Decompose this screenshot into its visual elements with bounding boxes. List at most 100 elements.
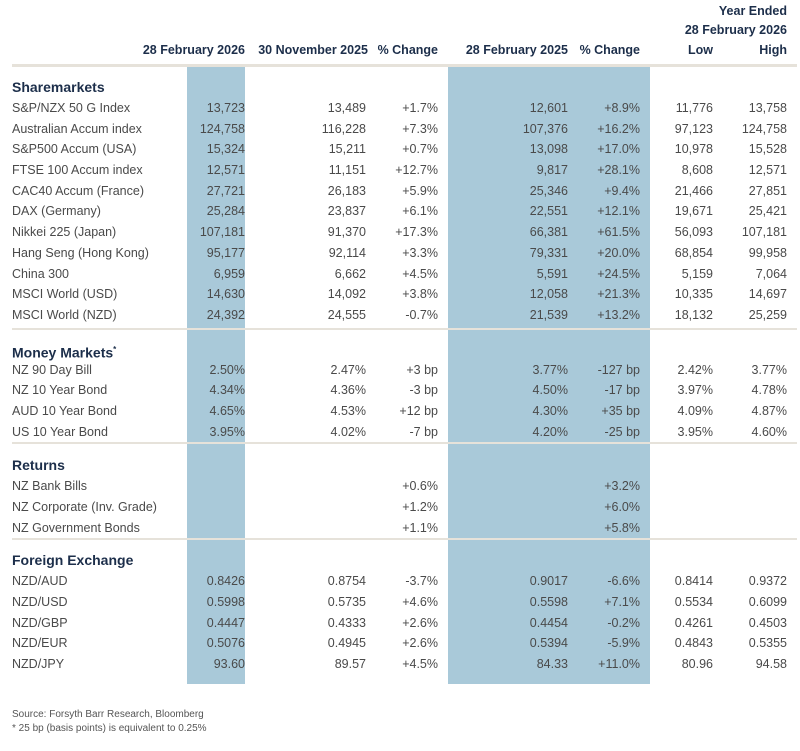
row-label: MSCI World (USD) [12, 287, 118, 302]
col-nov-2025-cell: 0.5735 [327, 595, 366, 610]
col-change-12m-cell: -17 bp [604, 383, 640, 398]
footnote-marker: * [113, 344, 117, 354]
col-low-cell: 4.09% [677, 403, 713, 418]
col-feb-2026-cell: 2.50% [209, 362, 245, 377]
col-high-cell: 25,259 [748, 307, 787, 322]
col-feb-2025-cell: 21,539 [529, 307, 568, 322]
row-label: NZD/AUD [12, 574, 68, 589]
col-low-cell: 56,093 [674, 225, 713, 240]
col-high-cell: 3.77% [751, 362, 787, 377]
col-feb-2026-cell [185, 476, 245, 497]
col-change-12m-cell: -6.6% [607, 574, 640, 589]
row-label: NZ Bank Bills [12, 479, 88, 494]
col-change-3m-cell: +7.3% [402, 121, 438, 136]
col-change-12m-cell: +12.1% [597, 204, 640, 219]
col-low-cell: 0.8414 [674, 574, 713, 589]
section-title: Returns [12, 457, 65, 474]
col-low-cell [640, 497, 713, 518]
row-label: Hang Seng (Hong Kong) [12, 245, 149, 260]
col-change-3m-cell: +2.6% [402, 615, 438, 630]
col-feb-2025-cell [438, 518, 568, 539]
col-low-cell: 11,776 [675, 101, 713, 115]
col-feb-2025-cell: 12,601 [529, 101, 568, 115]
col-feb-2026-cell: 93.60 [213, 657, 245, 672]
col-change-12m-cell: +11.0% [598, 657, 640, 672]
col-change-12m-cell: +17.0% [597, 142, 640, 157]
col-feb-2026-cell: 107,181 [199, 225, 245, 240]
col-feb-2025-cell [438, 476, 568, 497]
table-row: AUD 10 Year Bond 4.65% 4.53% +12 bp 4.30% +35… [12, 401, 787, 422]
col-feb-2026-cell: 3.95% [209, 424, 245, 439]
col-feb-2026-cell: 0.8426 [206, 574, 245, 589]
col-low-cell [640, 518, 713, 539]
row-label: China 300 [12, 266, 69, 281]
table-row: S&P/NZX 50 G Index 13,723 13,489 +1.7% 12,60… [12, 98, 787, 119]
col-high-cell: 12,571 [748, 163, 787, 178]
col-high-cell [713, 476, 787, 497]
col-change-12m-cell: +20.0% [597, 245, 640, 260]
col-feb-2025-cell: 3.77% [532, 362, 568, 377]
row-label: NZD/JPY [12, 657, 65, 672]
label-header [12, 40, 112, 60]
section-heading: Money Markets* [12, 339, 800, 360]
row-label: S&P500 Accum (USA) [12, 142, 137, 157]
col-change-3m-cell: +4.6% [402, 595, 438, 610]
row-label: CAC40 Accum (France) [12, 183, 144, 198]
col-change-3m-cell: +6.1% [402, 204, 438, 219]
table-body: Sharemarkets S&P/NZX 50 G Index 13,723 13,4… [0, 67, 800, 684]
col-change-3m-cell: +12 bp [399, 403, 438, 418]
col-feb-2025-cell: 107,376 [522, 121, 568, 136]
col-high-cell: 4.60% [751, 424, 787, 439]
section-title: Money Markets [12, 344, 114, 361]
col-high-cell: 14,697 [748, 287, 787, 302]
col-feb-2025-cell: 5,591 [536, 266, 568, 281]
col-high-cell: 94.58 [755, 657, 787, 672]
col-low-cell: 10,335 [674, 287, 713, 302]
col-change-3m-cell: +2.6% [402, 636, 438, 651]
section-title: Sharemarkets [12, 79, 105, 95]
col-nov-2025-cell: 23,837 [327, 204, 366, 219]
row-label: MSCI World (NZD) [12, 307, 117, 322]
table-row: Australian Accum index 124,758 116,228 +7.3… [12, 119, 787, 140]
col-high-cell [713, 518, 787, 539]
section-heading: Sharemarkets [12, 77, 800, 98]
col-feb-2026-cell [185, 497, 245, 518]
table-row: China 300 6,959 6,662 +4.5% 5,591 +24.5% 5,159… [12, 264, 787, 285]
col-change-3m-cell: +4.5% [402, 266, 438, 281]
section-divider [12, 442, 797, 445]
col-nov-2025-cell: 0.4333 [327, 615, 366, 630]
table-row: NZD/AUD 0.8426 0.8754 -3.7% 0.9017 -6.6% 0.841… [12, 571, 787, 592]
table-header: Year Ended 28 February 2026 28 February … [0, 0, 800, 64]
col-feb-2025-cell: 66,381 [529, 225, 568, 240]
col-nov-2025-cell [245, 518, 366, 539]
section-foreign-exchange: Foreign Exchange NZD/AUD 0.8426 0.8754 -3.7%… [0, 540, 800, 683]
col-change-3m-cell: -7 bp [409, 424, 439, 439]
section-returns: Returns NZ Bank Bills +0.6% +3.2% NZ Corpora… [0, 444, 800, 538]
col-feb-2026-cell: 15,324 [206, 142, 245, 157]
year-ended-label: Year Ended [718, 4, 787, 18]
col-nov-2025-cell [245, 476, 366, 497]
table-row: NZ 90 Day Bill 2.50% 2.47% +3 bp 3.77% -127 b… [12, 360, 787, 381]
highlight-column-feb-2025 [448, 66, 650, 684]
table-row: S&P500 Accum (USA) 15,324 15,211 +0.7% 13,09… [12, 139, 787, 160]
col-low-cell: 0.4261 [674, 615, 713, 630]
col-change-12m-cell: +61.5% [597, 225, 640, 240]
col-change-12m-cell: +13.2% [597, 307, 640, 322]
col-change-3m-cell: +0.6% [402, 479, 438, 494]
col-low-cell: 3.97% [677, 383, 713, 398]
table-row: NZD/JPY 93.60 89.57 +4.5% 84.33 +11.0% 80.96 94… [12, 654, 787, 675]
col-feb-2026-cell [185, 518, 245, 539]
col-low-cell: 21,466 [674, 183, 713, 198]
col-high-cell: 99,958 [748, 245, 787, 260]
col-high-cell: 13,758 [748, 101, 787, 115]
col-nov-2025-cell: 13,489 [327, 101, 366, 115]
col-change-12m-cell: +3.2% [604, 479, 640, 494]
row-label: S&P/NZX 50 G Index [12, 101, 131, 115]
col-low-cell: 0.5534 [674, 595, 713, 610]
table-row: MSCI World (NZD) 24,392 24,555 -0.7% 21,539 +… [12, 305, 787, 326]
col-low-cell: 2.42% [677, 362, 713, 377]
col-high-cell: 27,851 [748, 183, 787, 198]
col-feb-2025-header: 28 February 2025 [465, 43, 568, 57]
col-feb-2025-cell: 9,817 [536, 163, 568, 178]
table-row: Hang Seng (Hong Kong) 95,177 92,114 +3.3% 79… [12, 243, 787, 264]
